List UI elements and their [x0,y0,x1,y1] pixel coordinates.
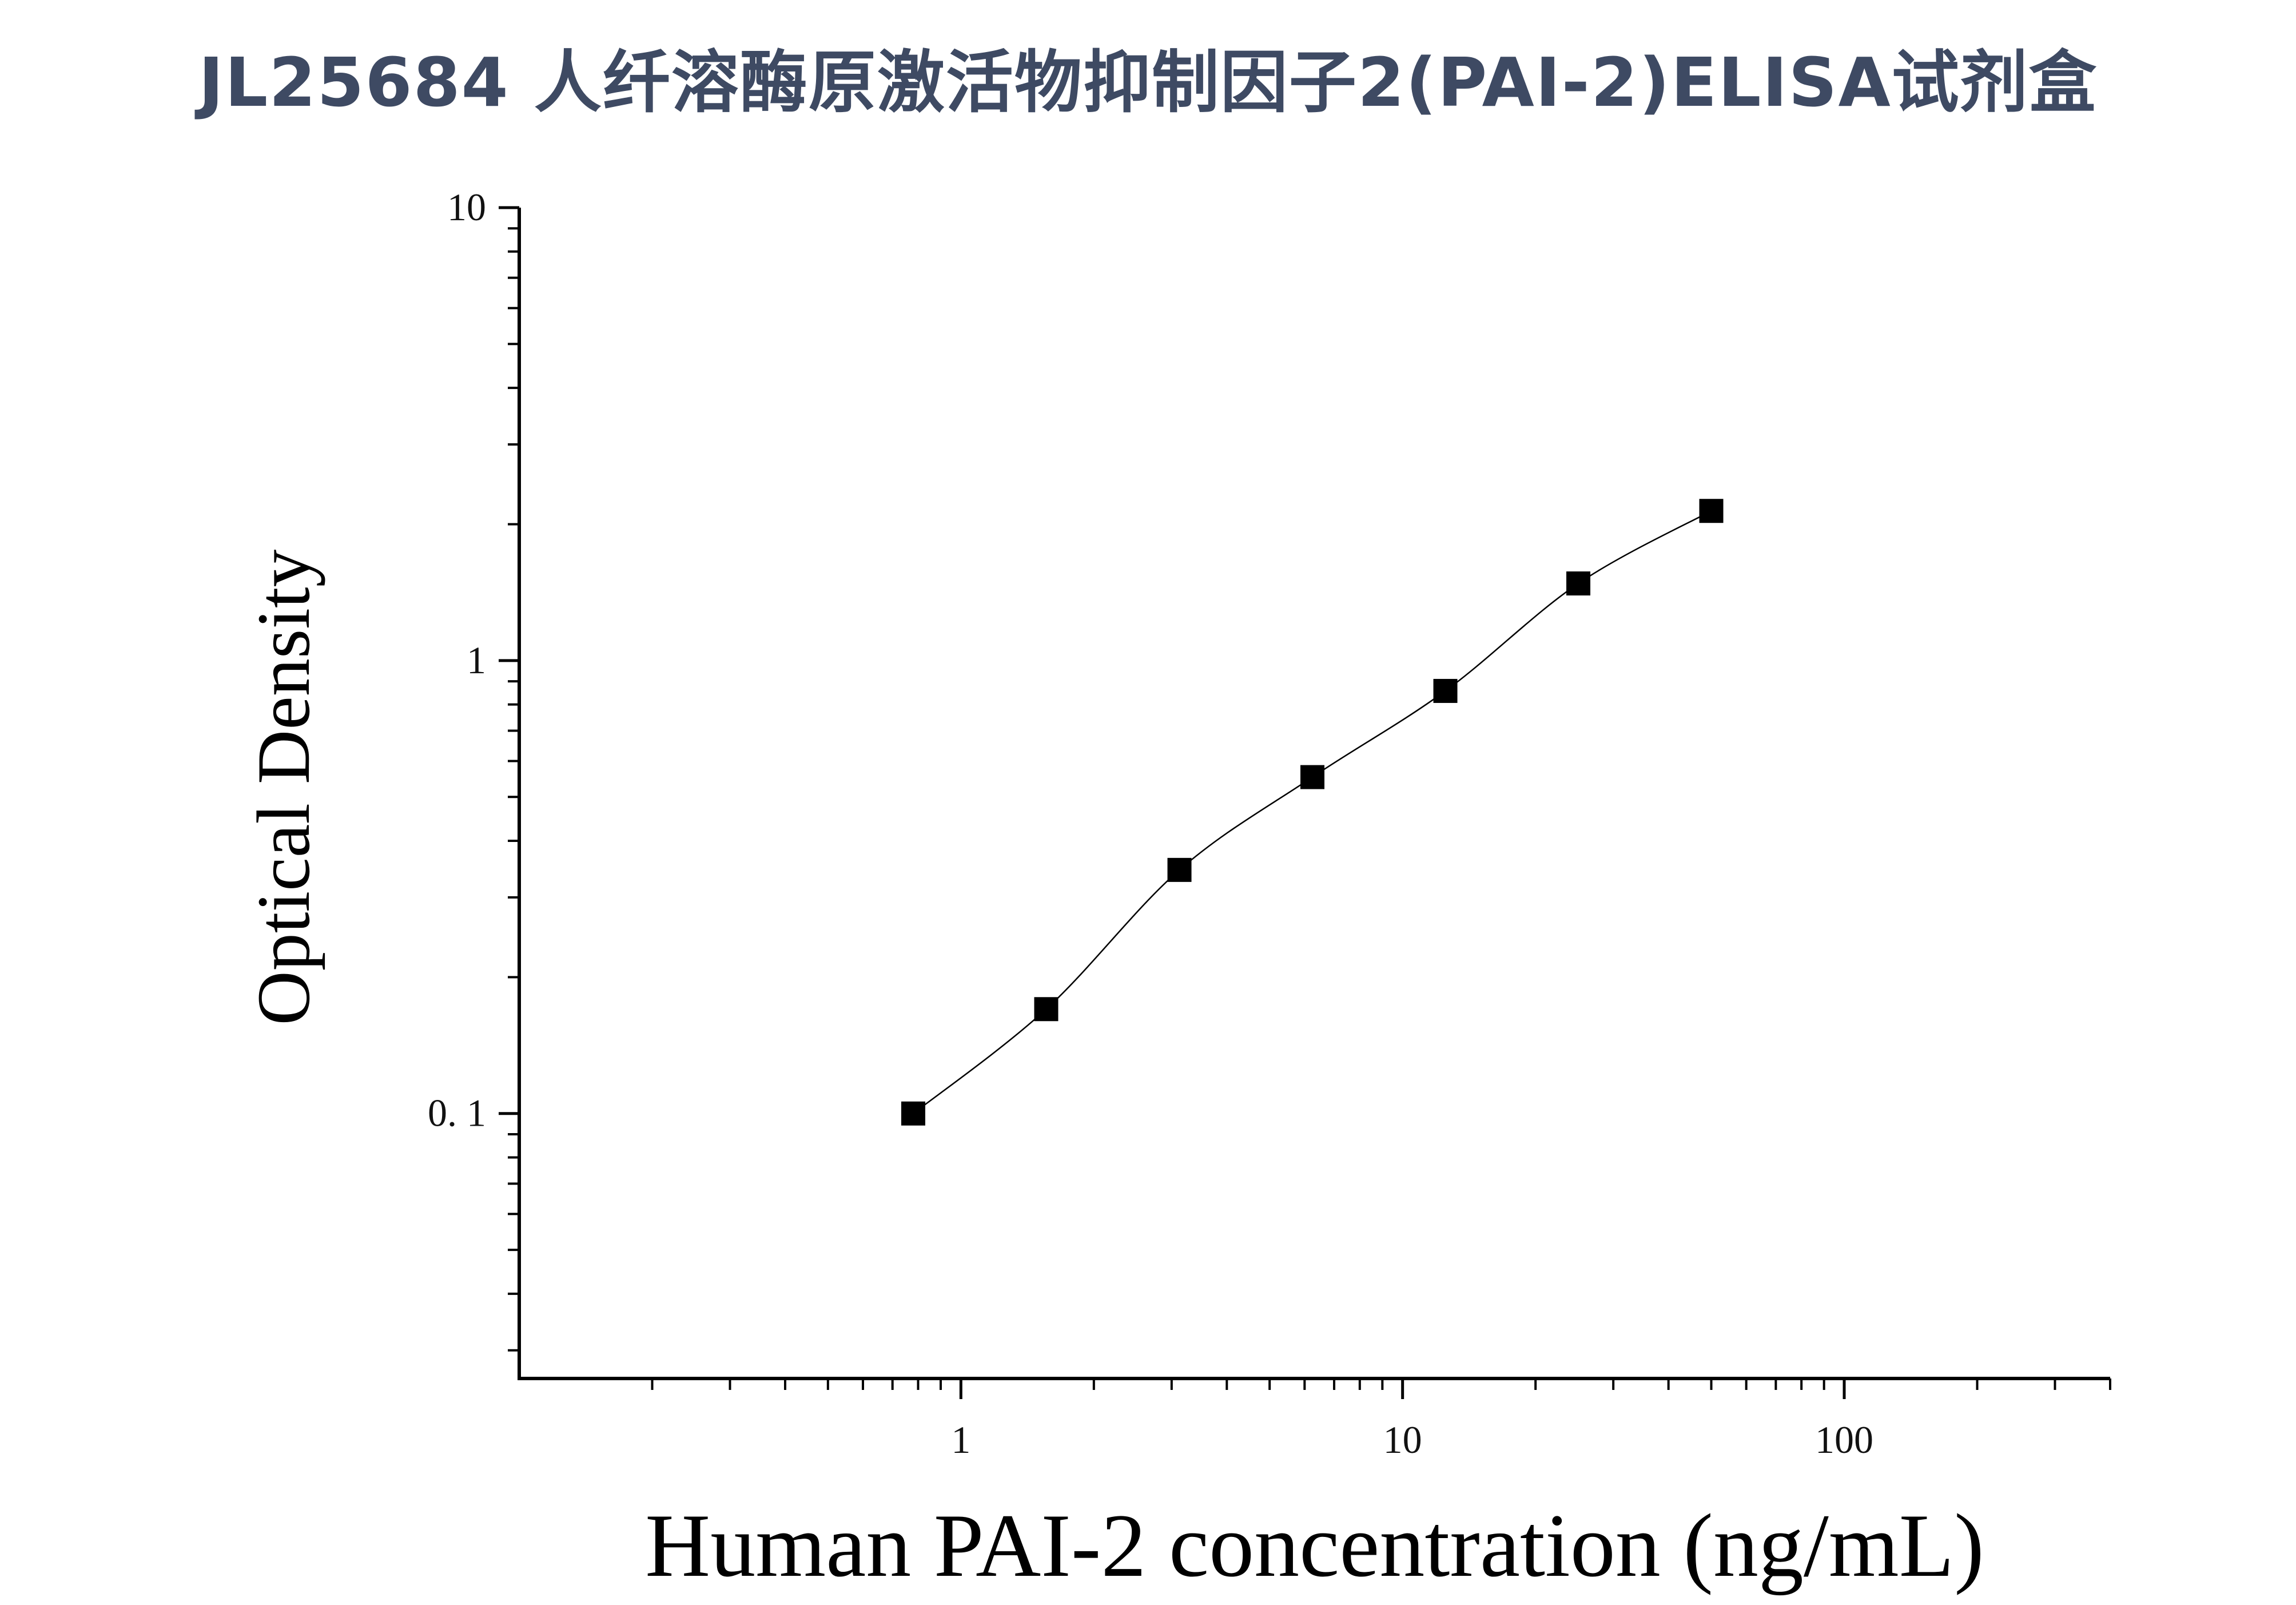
data-point [1699,499,1724,523]
data-point [1167,857,1192,882]
major-ticks [499,206,1846,1399]
x-tick-label: 100 [1815,1418,1873,1461]
x-minor-ticks [651,1378,2111,1390]
data-point [1300,765,1325,789]
tick-labels: 1 10 100 0. 1 1 10 [428,185,1873,1461]
y-minor-ticks [508,227,519,1352]
y-axis-title: Optical Density [241,549,325,1025]
data-points [901,499,1724,1126]
x-tick-label: 1 [951,1418,970,1461]
y-tick-label: 10 [447,185,486,229]
data-point [1433,678,1458,703]
x-tick-label: 10 [1383,1418,1422,1461]
x-axis-title: Human PAI-2 concentration (ng/mL) [645,1496,1984,1596]
data-point [1566,571,1591,596]
y-tick-label: 1 [467,638,486,682]
y-tick-label: 0. 1 [428,1091,486,1135]
page-title: JL25684 人纤溶酶原激活物抑制因子2(PAI-2)ELISA试剂盒 [198,43,2098,122]
fit-curve [913,510,1712,1114]
data-point [901,1101,925,1126]
data-point [1034,997,1059,1022]
